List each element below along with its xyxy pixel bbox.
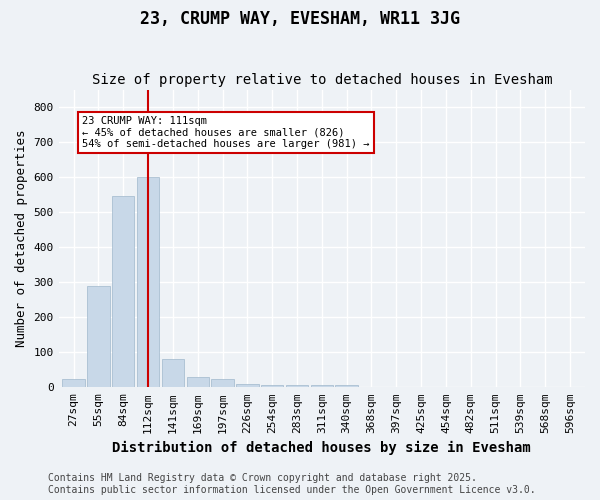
Text: 23, CRUMP WAY, EVESHAM, WR11 3JG: 23, CRUMP WAY, EVESHAM, WR11 3JG (140, 10, 460, 28)
Bar (286, 386, 308, 387)
Bar (335, 386, 358, 387)
X-axis label: Distribution of detached houses by size in Evesham: Distribution of detached houses by size … (112, 441, 531, 455)
Bar (187, 376, 209, 387)
Y-axis label: Number of detached properties: Number of detached properties (15, 130, 28, 347)
Bar (211, 380, 233, 387)
Bar (161, 359, 184, 387)
Title: Size of property relative to detached houses in Evesham: Size of property relative to detached ho… (92, 73, 552, 87)
Bar (87, 286, 110, 387)
Bar (112, 196, 134, 387)
Bar (261, 384, 283, 387)
Bar (311, 384, 333, 387)
Bar (62, 380, 85, 387)
Text: 23 CRUMP WAY: 111sqm
← 45% of detached houses are smaller (826)
54% of semi-deta: 23 CRUMP WAY: 111sqm ← 45% of detached h… (82, 116, 370, 149)
Bar (236, 384, 259, 387)
Bar (137, 177, 159, 387)
Text: Contains HM Land Registry data © Crown copyright and database right 2025.
Contai: Contains HM Land Registry data © Crown c… (48, 474, 536, 495)
